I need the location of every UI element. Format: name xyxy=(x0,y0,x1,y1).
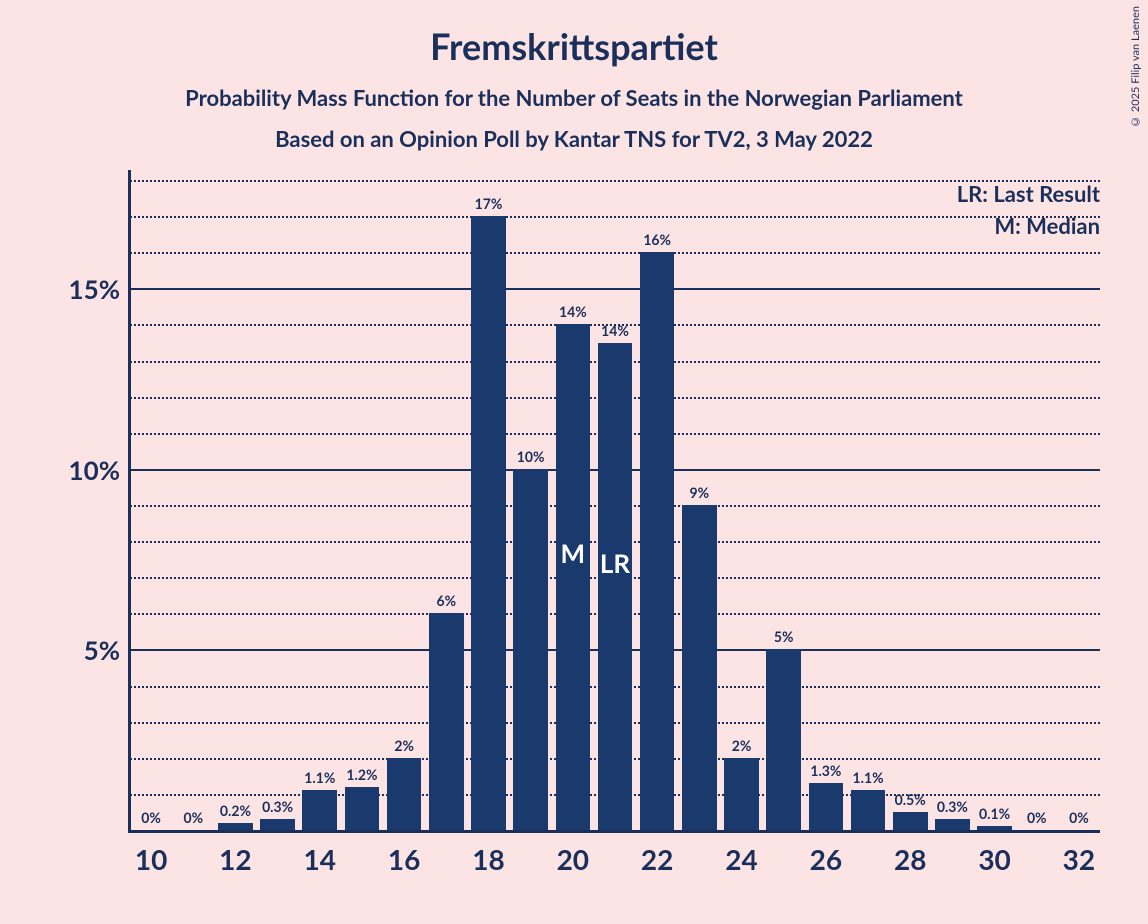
bar xyxy=(640,252,675,830)
x-axis-tick-label: 18 xyxy=(458,842,518,876)
chart-title: Fremskrittspartiet xyxy=(0,0,1148,68)
bar-value-label: 16% xyxy=(627,231,687,248)
bar xyxy=(302,790,337,830)
chart-plot-area: 5%10%15%0%0%0.2%0.3%1.1%1.2%2%6%17%10%M1… xyxy=(130,180,1100,830)
bar: M xyxy=(556,324,591,830)
x-axis-tick-label: 14 xyxy=(290,842,350,876)
bar-value-label: 10% xyxy=(501,448,561,465)
x-axis-tick-label: 22 xyxy=(627,842,687,876)
x-axis-tick-label: 26 xyxy=(796,842,856,876)
x-axis-tick-label: 10 xyxy=(121,842,181,876)
chart-subtitle-2: Based on an Opinion Poll by Kantar TNS f… xyxy=(0,111,1148,152)
bar: LR xyxy=(598,343,633,831)
bar-value-label: 6% xyxy=(416,592,476,609)
bar xyxy=(345,787,380,830)
gridline-minor xyxy=(130,216,1100,218)
copyright: © 2025 Filip van Laenen xyxy=(1129,6,1142,128)
bar-value-label: 0.3% xyxy=(248,798,308,815)
chart-subtitle-1: Probability Mass Function for the Number… xyxy=(0,68,1148,111)
bar xyxy=(682,505,717,830)
y-axis-tick-label: 15% xyxy=(50,273,120,305)
y-axis xyxy=(128,170,131,830)
x-axis-tick-label: 28 xyxy=(880,842,940,876)
bar xyxy=(387,758,422,830)
bar-value-label: 0% xyxy=(1049,809,1109,826)
gridline-major xyxy=(130,288,1100,290)
x-axis-tick-label: 32 xyxy=(1049,842,1109,876)
gridline-minor xyxy=(130,180,1100,182)
bar-inner-label: M xyxy=(556,537,591,569)
bar xyxy=(218,823,253,830)
bar-value-label: 14% xyxy=(585,322,645,339)
y-axis-tick-label: 5% xyxy=(50,634,120,666)
bar xyxy=(809,783,844,830)
y-axis-tick-label: 10% xyxy=(50,454,120,486)
bar-value-label: 1.1% xyxy=(838,769,898,786)
bar xyxy=(724,758,759,830)
x-axis-tick-label: 24 xyxy=(712,842,772,876)
bar-value-label: 5% xyxy=(754,628,814,645)
bar xyxy=(977,826,1012,830)
bar xyxy=(766,649,801,830)
x-axis-tick-label: 30 xyxy=(965,842,1025,876)
gridline-minor xyxy=(130,252,1100,254)
bar xyxy=(471,216,506,830)
bar xyxy=(260,819,295,830)
x-axis-tick-label: 12 xyxy=(205,842,265,876)
bar-value-label: 17% xyxy=(458,195,518,212)
x-axis-tick-label: 16 xyxy=(374,842,434,876)
bar-value-label: 2% xyxy=(374,737,434,754)
bar-value-label: 1.2% xyxy=(332,766,392,783)
bar xyxy=(429,613,464,830)
x-axis xyxy=(128,830,1100,833)
bar-value-label: 14% xyxy=(543,303,603,320)
bar xyxy=(513,469,548,830)
bar-value-label: 9% xyxy=(669,484,729,501)
bar-value-label: 2% xyxy=(712,737,772,754)
x-axis-tick-label: 20 xyxy=(543,842,603,876)
bar-inner-label: LR xyxy=(598,547,633,579)
